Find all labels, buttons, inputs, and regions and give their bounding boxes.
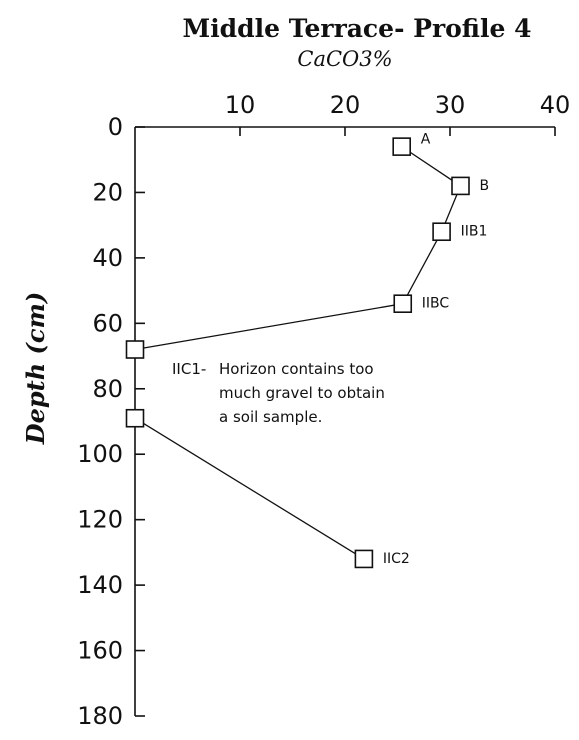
y-tick-label: 100	[77, 440, 123, 468]
data-point-label: IIBC	[422, 296, 450, 312]
y-tick-label: 120	[77, 506, 123, 534]
x-tick-label: 40	[540, 91, 571, 119]
annotation-text-line: Horizon contains too	[219, 360, 374, 378]
x-tick-label: 20	[330, 91, 361, 119]
axes: 10 20 30 40 0 20 40 60 80 100 120 140 160 180	[77, 91, 570, 730]
y-tick-label: 60	[92, 309, 123, 337]
x-tick-label: 30	[435, 91, 466, 119]
data-point-marker	[125, 408, 145, 428]
y-tick-label: 0	[108, 113, 123, 141]
data-point-marker	[451, 176, 470, 196]
data-point-marker	[432, 222, 451, 242]
chart-subtitle: CaCO3%	[297, 47, 392, 71]
chart-title: Middle Terrace- Profile 4	[183, 14, 532, 43]
data-point-marker	[354, 549, 374, 569]
y-tick-label: 180	[77, 702, 123, 730]
data-point-label: IIB1	[461, 224, 488, 240]
annotation-text-line: a soil sample.	[219, 408, 322, 426]
data-point-label: A	[421, 132, 431, 148]
series-line	[134, 417, 365, 560]
data-marks: A B IIB1 IIBC IIC2	[125, 132, 490, 569]
y-tick-label: 20	[92, 178, 123, 206]
y-tick-label: 40	[92, 244, 123, 272]
data-point-label: IIC2	[383, 551, 410, 567]
series-line	[134, 146, 462, 351]
data-point-label: B	[480, 178, 490, 194]
annotation-text-line: much gravel to obtain	[219, 384, 385, 402]
x-tick-label: 10	[225, 91, 256, 119]
y-tick-label: 160	[77, 637, 123, 665]
data-point-marker	[125, 340, 145, 359]
data-point-marker	[392, 137, 412, 156]
y-axis-label: Depth (cm)	[21, 292, 50, 445]
data-point-marker	[393, 294, 413, 314]
annotation: IIC1- Horizon contains too much gravel to …	[172, 360, 385, 426]
annotation-label: IIC1-	[172, 360, 206, 378]
y-tick-label: 140	[77, 571, 123, 599]
y-tick-label: 80	[92, 375, 123, 403]
